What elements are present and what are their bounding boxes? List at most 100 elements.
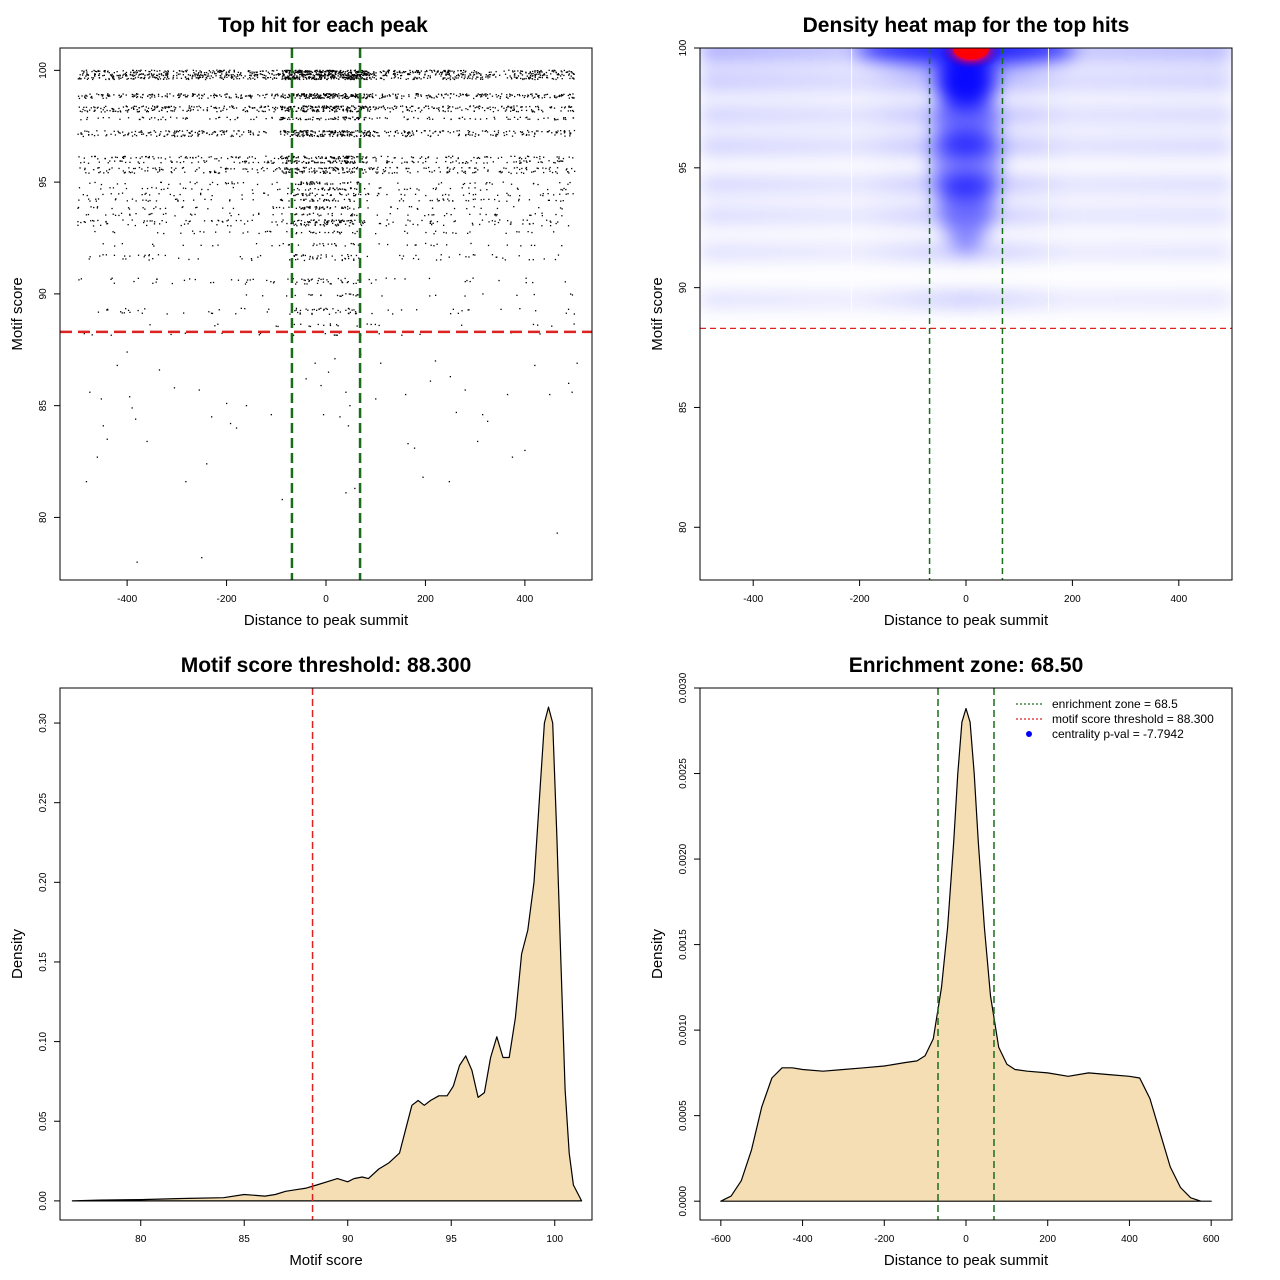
- data-point: [180, 155, 182, 158]
- data-point: [288, 77, 291, 79]
- data-point: [151, 74, 153, 76]
- data-point: [297, 133, 300, 136]
- data-point: [336, 94, 338, 96]
- data-point: [82, 135, 84, 138]
- data-point: [510, 221, 512, 223]
- data-point: [520, 73, 522, 75]
- data-point: [413, 447, 416, 449]
- data-point: [464, 74, 466, 76]
- data-point: [304, 76, 307, 79]
- data-point: [412, 78, 414, 81]
- data-point: [388, 135, 390, 137]
- data-point: [249, 133, 252, 136]
- data-point: [147, 111, 149, 113]
- x-tick-label: -400: [743, 594, 763, 605]
- data-point: [166, 76, 169, 78]
- data-point: [341, 254, 343, 257]
- data-point: [213, 93, 215, 95]
- data-point: [455, 411, 457, 414]
- data-point: [369, 168, 371, 170]
- data-point: [258, 334, 260, 336]
- data-point: [149, 213, 151, 215]
- data-point: [278, 206, 281, 209]
- data-point: [325, 170, 327, 172]
- data-point: [179, 161, 182, 164]
- data-point: [492, 134, 494, 136]
- data-point: [299, 135, 301, 137]
- data-point: [443, 231, 445, 234]
- data-point: [350, 95, 352, 97]
- scatter-points: [77, 69, 578, 563]
- data-point: [434, 360, 437, 362]
- data-point: [415, 244, 417, 246]
- data-point: [219, 94, 221, 96]
- data-point: [530, 109, 533, 111]
- data-point: [180, 224, 182, 227]
- data-point: [314, 70, 316, 72]
- data-point: [252, 77, 254, 79]
- data-point: [317, 188, 320, 191]
- data-point: [89, 93, 91, 95]
- data-point: [486, 182, 488, 184]
- data-point: [300, 183, 302, 185]
- data-point: [370, 73, 373, 75]
- data-point: [372, 106, 374, 108]
- data-point: [447, 105, 449, 107]
- data-point: [461, 76, 463, 78]
- data-point: [448, 481, 450, 483]
- data-point: [567, 193, 569, 195]
- data-point: [284, 78, 287, 80]
- data-point: [79, 78, 81, 80]
- data-point: [559, 207, 562, 209]
- data-point: [262, 295, 264, 297]
- data-point: [439, 130, 441, 133]
- data-point: [111, 277, 113, 279]
- data-point: [221, 332, 223, 334]
- data-point: [79, 167, 81, 169]
- data-point: [173, 132, 175, 134]
- data-point: [433, 107, 435, 109]
- data-point: [123, 135, 125, 137]
- data-point: [160, 157, 162, 159]
- data-point: [192, 93, 195, 95]
- data-point: [192, 230, 194, 232]
- data-point: [465, 134, 467, 136]
- data-point: [318, 95, 320, 97]
- data-point: [572, 110, 575, 113]
- data-point: [495, 94, 497, 96]
- data-point: [381, 97, 383, 99]
- data-point: [245, 405, 248, 407]
- data-point: [262, 166, 264, 169]
- data-point: [473, 72, 475, 74]
- data-point: [366, 74, 368, 77]
- data-point: [134, 95, 136, 97]
- data-point: [339, 311, 341, 313]
- data-point: [516, 105, 518, 107]
- data-point: [570, 106, 573, 108]
- data-point: [221, 130, 223, 132]
- data-point: [259, 332, 262, 335]
- data-point: [332, 118, 334, 120]
- data-point: [312, 116, 314, 118]
- data-point: [332, 157, 334, 159]
- data-point: [345, 161, 347, 164]
- data-point: [214, 325, 216, 327]
- data-point: [297, 107, 300, 109]
- data-point: [165, 73, 167, 75]
- data-point: [229, 119, 231, 121]
- data-point: [568, 382, 570, 384]
- data-point: [167, 73, 169, 75]
- data-point: [392, 108, 395, 111]
- data-point: [298, 169, 300, 171]
- data-point: [147, 166, 149, 169]
- data-point: [341, 194, 343, 196]
- data-point: [325, 94, 328, 96]
- data-point: [337, 73, 339, 75]
- data-point: [370, 282, 373, 284]
- data-point: [304, 110, 306, 112]
- data-point: [473, 74, 476, 76]
- data-point: [468, 75, 470, 77]
- data-point: [557, 254, 560, 256]
- data-point: [286, 133, 289, 135]
- data-point: [321, 194, 323, 196]
